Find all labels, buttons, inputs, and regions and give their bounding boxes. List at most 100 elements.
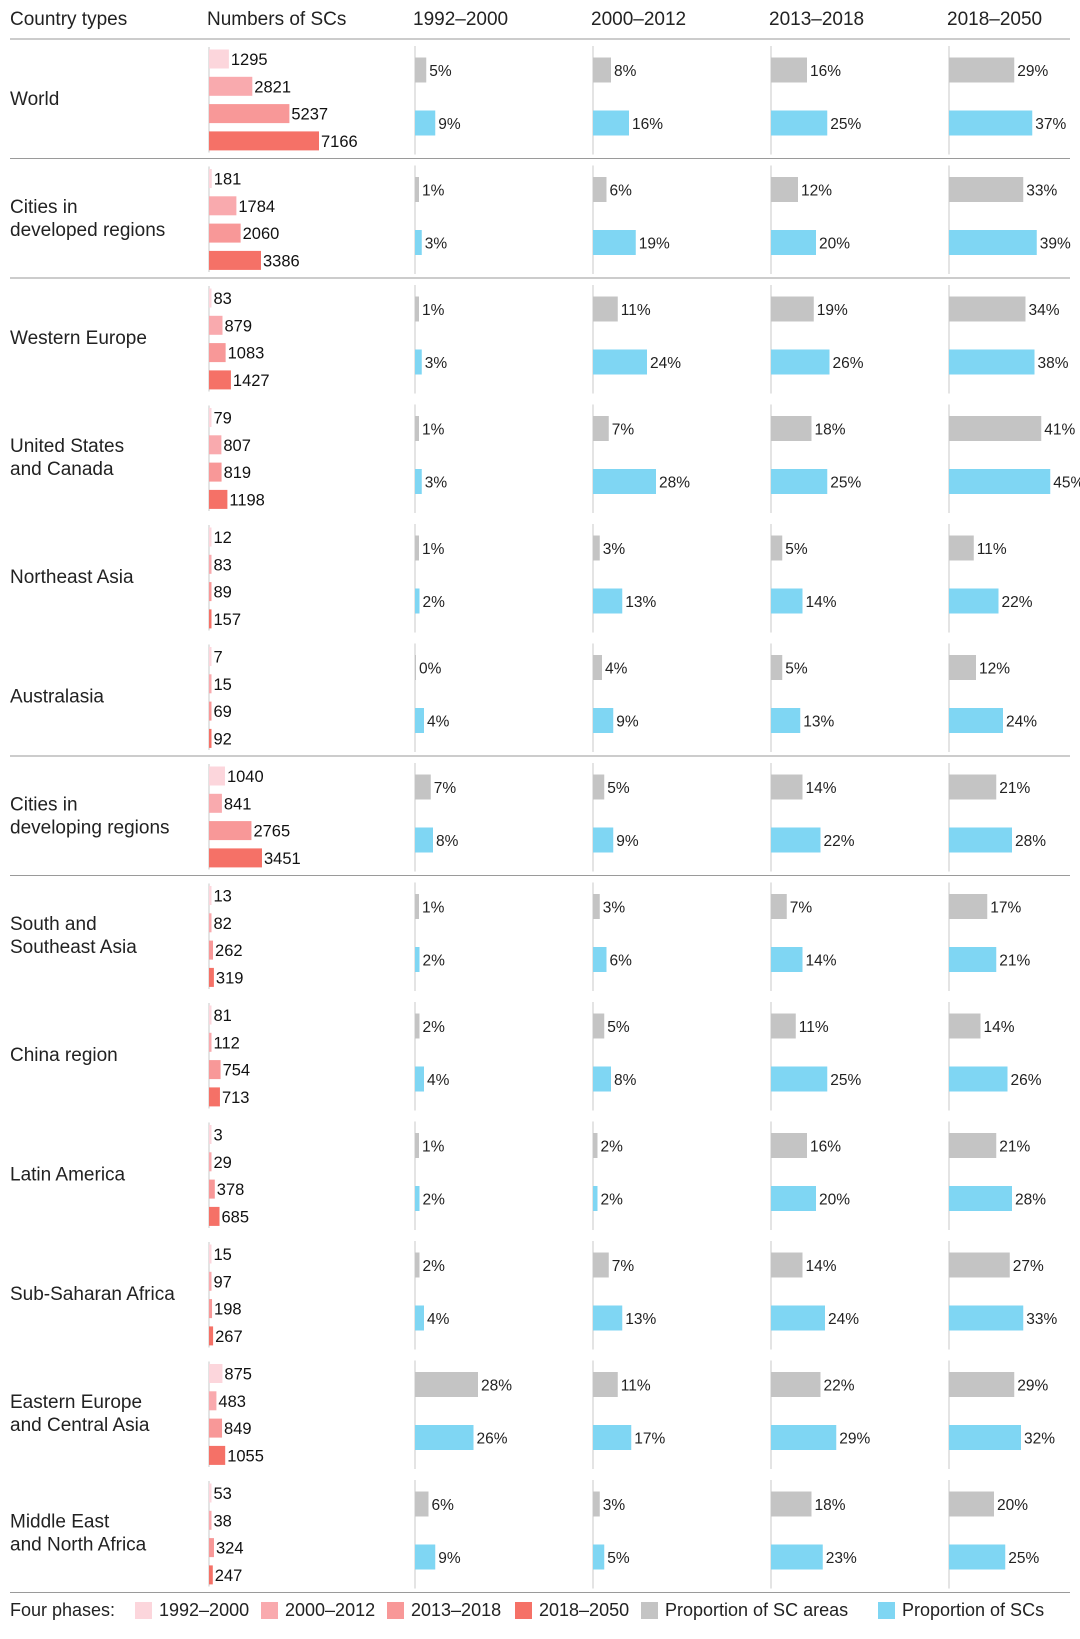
row-label: South and bbox=[10, 914, 97, 935]
sc-area-bar bbox=[415, 416, 419, 441]
sc-share-bar bbox=[771, 827, 821, 853]
sc-area-bar bbox=[771, 1133, 807, 1158]
count-bar bbox=[209, 527, 212, 547]
count-bar bbox=[209, 1483, 212, 1503]
sc-area-bar bbox=[415, 1491, 429, 1517]
count-bar bbox=[209, 1538, 214, 1558]
sc-share-label: 26% bbox=[833, 355, 864, 372]
count-label: 81 bbox=[214, 1007, 232, 1025]
sc-share-label: 38% bbox=[1038, 355, 1069, 372]
sc-share-label: 9% bbox=[616, 833, 639, 850]
count-label: 3386 bbox=[263, 252, 300, 270]
count-bar bbox=[209, 886, 212, 905]
sc-area-label: 22% bbox=[824, 1378, 855, 1395]
sc-area-label: 0% bbox=[419, 661, 442, 678]
sc-area-label: 1% bbox=[422, 541, 445, 558]
sc-share-bar bbox=[593, 349, 647, 375]
count-label: 3451 bbox=[264, 850, 301, 868]
count-label: 12 bbox=[214, 529, 232, 547]
sc-share-label: 32% bbox=[1024, 1431, 1055, 1448]
header-phase-4: 2018–2050 bbox=[947, 9, 1042, 30]
sc-area-bar bbox=[771, 57, 807, 83]
sc-area-label: 1% bbox=[422, 1139, 445, 1156]
count-bar bbox=[209, 848, 262, 868]
count-label: 819 bbox=[224, 464, 252, 482]
count-bar bbox=[209, 288, 212, 308]
count-bar bbox=[209, 1271, 212, 1291]
sc-share-label: 26% bbox=[1011, 1072, 1042, 1089]
count-bar bbox=[209, 728, 212, 748]
count-label: 1083 bbox=[228, 345, 265, 363]
sc-share-bar bbox=[415, 1425, 474, 1450]
sc-area-label: 6% bbox=[432, 1497, 455, 1514]
count-bar bbox=[209, 701, 212, 721]
count-label: 2765 bbox=[253, 823, 290, 841]
sc-area-bar bbox=[949, 655, 976, 680]
sc-area-label: 2% bbox=[423, 1019, 446, 1036]
count-label: 378 bbox=[217, 1181, 245, 1199]
row-label: and Central Asia bbox=[10, 1415, 150, 1436]
legend-label: 1992–2000 bbox=[159, 1600, 249, 1620]
sc-area-label: 4% bbox=[605, 661, 628, 678]
sc-area-bar bbox=[415, 57, 427, 83]
count-bar bbox=[209, 1179, 215, 1199]
sc-share-label: 25% bbox=[830, 1072, 861, 1089]
sc-area-label: 16% bbox=[810, 63, 841, 80]
count-label: 483 bbox=[218, 1393, 246, 1411]
sc-area-bar bbox=[415, 774, 431, 800]
count-label: 15 bbox=[214, 1246, 232, 1264]
count-label: 79 bbox=[214, 410, 232, 428]
sc-area-bar bbox=[593, 177, 607, 202]
sc-area-bar bbox=[415, 1013, 420, 1039]
sc-share-label: 4% bbox=[427, 714, 450, 731]
sc-area-label: 5% bbox=[429, 63, 452, 80]
sc-area-label: 19% bbox=[817, 302, 848, 319]
sc-area-label: 29% bbox=[1017, 1378, 1048, 1395]
count-label: 2060 bbox=[243, 225, 280, 243]
row-label: Cities in bbox=[10, 197, 78, 218]
row-label: World bbox=[10, 89, 59, 110]
count-label: 3 bbox=[214, 1127, 223, 1145]
sc-share-label: 28% bbox=[659, 475, 690, 492]
sc-area-label: 12% bbox=[979, 661, 1010, 678]
sc-share-label: 16% bbox=[632, 116, 663, 133]
sc-share-label: 22% bbox=[824, 833, 855, 850]
sc-share-bar bbox=[771, 1425, 837, 1450]
count-label: 7 bbox=[214, 649, 223, 667]
count-bar bbox=[209, 1445, 226, 1465]
count-label: 879 bbox=[224, 317, 252, 335]
legend-label: 2018–2050 bbox=[539, 1600, 629, 1620]
sc-area-bar bbox=[949, 774, 997, 800]
count-label: 713 bbox=[222, 1089, 250, 1107]
count-bar bbox=[209, 1206, 220, 1226]
legend-swatch bbox=[135, 1602, 152, 1619]
sc-share-label: 29% bbox=[839, 1431, 870, 1448]
sc-share-bar bbox=[415, 230, 422, 255]
sc-area-label: 2% bbox=[601, 1139, 624, 1156]
sc-share-bar bbox=[415, 469, 422, 494]
sc-share-bar bbox=[949, 708, 1003, 733]
sc-share-bar bbox=[593, 588, 623, 614]
sc-share-label: 9% bbox=[616, 714, 639, 731]
legend-label: Proportion of SCs bbox=[902, 1600, 1044, 1620]
count-bar bbox=[209, 169, 212, 188]
sc-share-label: 2% bbox=[423, 1192, 446, 1209]
sc-share-label: 19% bbox=[639, 236, 670, 253]
sc-share-bar bbox=[771, 469, 828, 494]
sc-area-label: 34% bbox=[1029, 302, 1060, 319]
count-label: 83 bbox=[214, 556, 232, 574]
row-label: Eastern Europe bbox=[10, 1392, 142, 1413]
sc-share-label: 13% bbox=[625, 594, 656, 611]
sc-area-label: 18% bbox=[815, 422, 846, 439]
sc-share-label: 9% bbox=[438, 116, 461, 133]
sc-area-label: 5% bbox=[607, 1019, 630, 1036]
count-label: 53 bbox=[214, 1485, 232, 1503]
legend-swatch bbox=[261, 1602, 278, 1619]
sc-area-bar bbox=[415, 1252, 420, 1278]
sc-share-bar bbox=[593, 110, 629, 136]
row-label: China region bbox=[10, 1045, 118, 1066]
sc-share-bar bbox=[949, 1544, 1006, 1570]
count-label: 1427 bbox=[233, 372, 270, 390]
sc-share-label: 6% bbox=[610, 953, 633, 970]
sc-area-bar bbox=[415, 894, 419, 919]
